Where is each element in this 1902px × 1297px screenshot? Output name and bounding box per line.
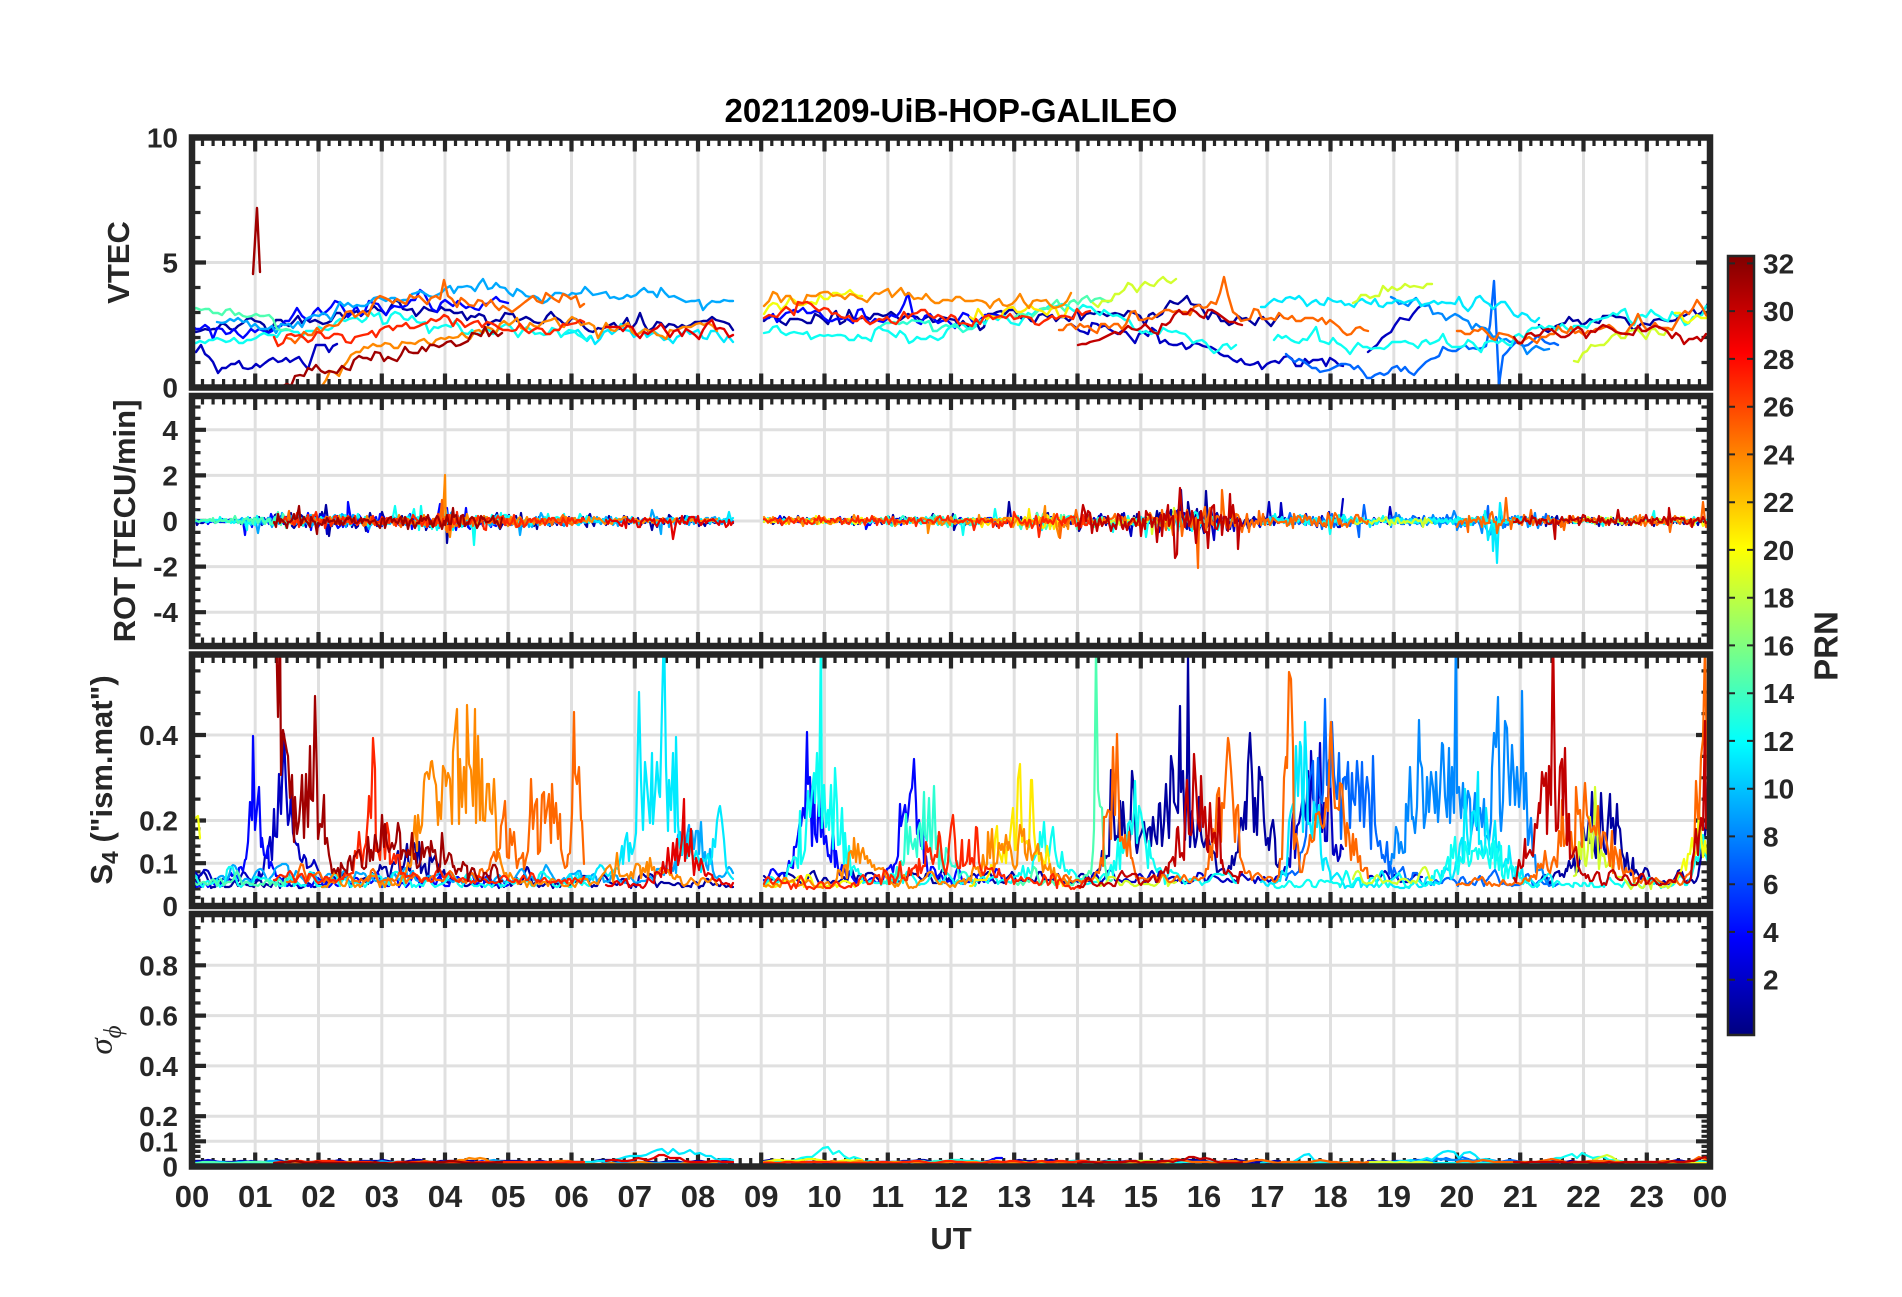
svg-text:0: 0 xyxy=(162,506,178,537)
svg-text:13: 13 xyxy=(997,1179,1031,1214)
svg-text:2: 2 xyxy=(162,460,178,491)
svg-text:σϕ: σϕ xyxy=(84,1025,127,1054)
svg-text:16: 16 xyxy=(1763,630,1794,661)
svg-text:0: 0 xyxy=(162,1152,178,1183)
svg-text:5: 5 xyxy=(162,248,178,279)
svg-text:23: 23 xyxy=(1630,1179,1664,1214)
svg-text:11: 11 xyxy=(871,1179,904,1214)
svg-text:15: 15 xyxy=(1124,1179,1158,1214)
svg-text:2: 2 xyxy=(1763,965,1779,996)
svg-text:22: 22 xyxy=(1763,487,1794,518)
svg-text:02: 02 xyxy=(301,1179,335,1214)
svg-text:26: 26 xyxy=(1763,392,1794,423)
svg-text:20: 20 xyxy=(1763,535,1794,566)
svg-text:4: 4 xyxy=(162,415,178,446)
svg-text:00: 00 xyxy=(175,1179,209,1214)
svg-text:0.1: 0.1 xyxy=(139,848,178,879)
svg-text:0.2: 0.2 xyxy=(139,806,178,837)
svg-text:10: 10 xyxy=(147,123,178,154)
svg-text:10: 10 xyxy=(807,1179,841,1214)
svg-text:09: 09 xyxy=(744,1179,778,1214)
svg-text:32: 32 xyxy=(1763,248,1794,279)
svg-text:0: 0 xyxy=(162,373,178,404)
svg-text:19: 19 xyxy=(1377,1179,1411,1214)
svg-text:00: 00 xyxy=(1693,1179,1727,1214)
svg-text:0.1: 0.1 xyxy=(139,1126,178,1157)
svg-text:12: 12 xyxy=(934,1179,968,1214)
svg-text:12: 12 xyxy=(1763,726,1794,757)
svg-text:03: 03 xyxy=(365,1179,399,1214)
svg-text:20211209-UiB-HOP-GALILEO: 20211209-UiB-HOP-GALILEO xyxy=(725,92,1178,129)
svg-text:UT: UT xyxy=(930,1221,971,1256)
svg-text:10: 10 xyxy=(1763,774,1794,805)
svg-text:06: 06 xyxy=(554,1179,588,1214)
svg-text:8: 8 xyxy=(1763,821,1779,852)
svg-text:16: 16 xyxy=(1187,1179,1221,1214)
svg-text:0.4: 0.4 xyxy=(139,1051,178,1082)
svg-text:-4: -4 xyxy=(153,597,178,628)
svg-text:0.2: 0.2 xyxy=(139,1101,178,1132)
svg-text:08: 08 xyxy=(681,1179,715,1214)
svg-text:20: 20 xyxy=(1440,1179,1474,1214)
svg-text:30: 30 xyxy=(1763,296,1794,327)
svg-text:01: 01 xyxy=(238,1179,272,1214)
svg-text:07: 07 xyxy=(618,1179,652,1214)
svg-text:18: 18 xyxy=(1313,1179,1347,1214)
svg-text:ROT [TECU/min]: ROT [TECU/min] xyxy=(107,400,142,643)
svg-text:0.4: 0.4 xyxy=(139,720,178,751)
svg-text:04: 04 xyxy=(428,1179,463,1214)
svg-text:18: 18 xyxy=(1763,583,1794,614)
svg-text:24: 24 xyxy=(1763,439,1795,470)
svg-text:22: 22 xyxy=(1566,1179,1600,1214)
svg-text:S4 ("ism.mat"): S4 ("ism.mat") xyxy=(84,675,123,884)
svg-text:0.6: 0.6 xyxy=(139,1001,178,1032)
svg-text:0: 0 xyxy=(162,891,178,922)
svg-text:4: 4 xyxy=(1763,917,1779,948)
svg-text:21: 21 xyxy=(1503,1179,1537,1214)
svg-text:14: 14 xyxy=(1763,678,1795,709)
svg-text:VTEC: VTEC xyxy=(101,221,136,304)
svg-text:28: 28 xyxy=(1763,344,1794,375)
svg-text:05: 05 xyxy=(491,1179,525,1214)
svg-text:PRN: PRN xyxy=(1808,611,1845,681)
svg-text:0.8: 0.8 xyxy=(139,950,178,981)
svg-text:17: 17 xyxy=(1250,1179,1284,1214)
svg-text:6: 6 xyxy=(1763,869,1779,900)
svg-text:14: 14 xyxy=(1060,1179,1095,1214)
svg-text:-2: -2 xyxy=(153,552,178,583)
